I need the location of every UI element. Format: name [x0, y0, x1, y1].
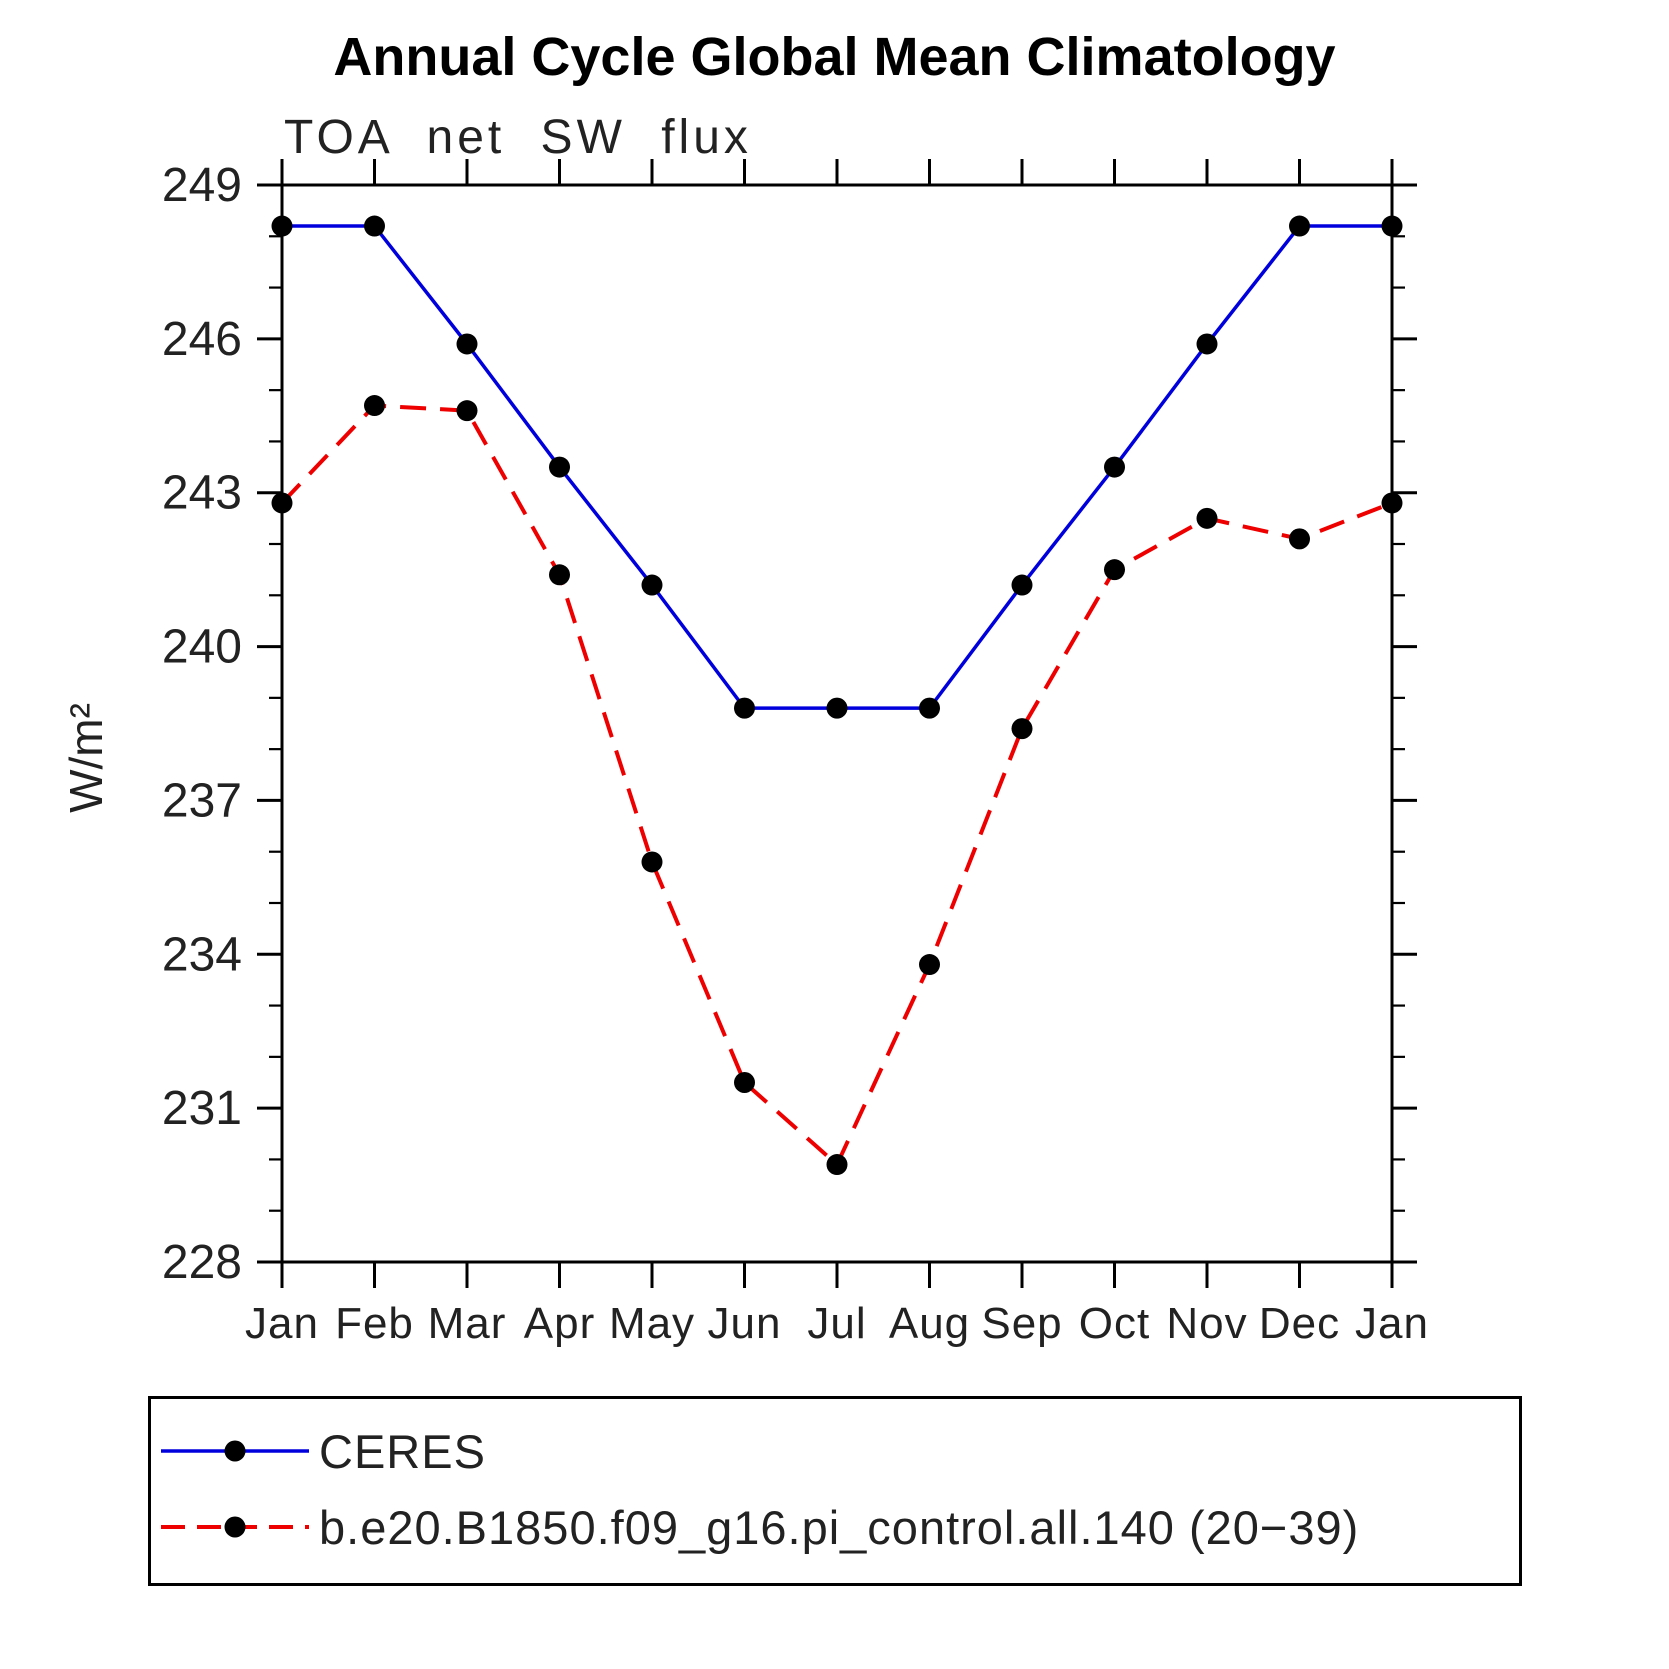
x-tick-label: Jan: [245, 1299, 319, 1348]
x-tick-label: Nov: [1166, 1299, 1247, 1348]
legend-item-ceres: CERES: [151, 1413, 1519, 1489]
data-point-marker: [826, 697, 848, 719]
chart-title: Annual Cycle Global Mean Climatology: [333, 27, 1336, 87]
legend-label-ceres: CERES: [319, 1424, 486, 1478]
data-point-marker: [826, 1154, 848, 1176]
data-point-marker: [641, 574, 663, 596]
data-point-marker: [364, 395, 385, 417]
data-point-marker: [1381, 215, 1403, 237]
data-point-marker: [919, 954, 940, 976]
data-point-marker: [734, 697, 755, 719]
y-tick-label: 228: [162, 1236, 242, 1289]
x-tick-label: Jan: [1355, 1299, 1429, 1348]
x-tick-label: Jul: [807, 1299, 866, 1348]
data-point-marker: [919, 697, 940, 719]
data-point-marker: [271, 492, 293, 514]
x-tick-label: May: [609, 1299, 695, 1348]
x-tick-label: Dec: [1259, 1299, 1340, 1348]
data-point-marker: [456, 333, 478, 355]
y-axis-label: W/m²: [60, 703, 112, 813]
chart-subtitle: TOA net SW flux: [284, 111, 752, 164]
data-point-marker: [1289, 528, 1310, 550]
legend-line-sample-solid: [161, 1440, 309, 1462]
y-tick-label: 240: [162, 621, 242, 674]
y-tick-label: 249: [162, 159, 242, 212]
series-line: [280, 403, 1393, 1168]
data-point-marker: [1104, 456, 1125, 478]
data-point-marker: [1289, 215, 1310, 237]
y-tick-label: 231: [162, 1082, 242, 1135]
data-point-marker: [1196, 507, 1218, 529]
x-tick-label: Jun: [708, 1299, 782, 1348]
plot-frame: [280, 183, 1394, 1264]
data-point-marker: [271, 215, 293, 237]
data-point-marker: [549, 456, 570, 478]
data-point-marker: [1104, 559, 1125, 581]
data-point-marker: [641, 851, 663, 873]
legend-label-model: b.e20.B1850.f09_g16.pi_control.all.140 (…: [319, 1500, 1360, 1554]
legend-item-model: b.e20.B1850.f09_g16.pi_control.all.140 (…: [151, 1489, 1519, 1565]
y-tick-label: 234: [162, 928, 242, 981]
x-tick-label: Mar: [428, 1299, 507, 1348]
x-tick-label: Sep: [981, 1299, 1062, 1348]
x-tick-label: Feb: [335, 1299, 414, 1348]
y-tick-label: 246: [162, 313, 242, 366]
x-tick-label: Apr: [524, 1299, 595, 1348]
x-tick-label: Oct: [1079, 1299, 1150, 1348]
data-point-marker: [1381, 492, 1403, 514]
data-point-marker: [734, 1072, 755, 1093]
y-tick-label: 243: [162, 467, 242, 520]
data-point-marker: [1196, 333, 1218, 355]
chart-legend: CERES b.e20.B1850.f09_g16.pi_control.all…: [148, 1396, 1522, 1586]
legend-line-sample-dashed: [161, 1516, 309, 1538]
y-tick-label: 237: [162, 774, 242, 827]
data-point-marker: [364, 215, 385, 237]
data-point-marker: [456, 400, 478, 422]
data-point-marker: [1011, 718, 1033, 740]
data-point-marker: [1011, 574, 1033, 596]
x-tick-label: Aug: [889, 1299, 970, 1348]
data-point-marker: [549, 564, 570, 586]
series-line: [282, 224, 1392, 710]
